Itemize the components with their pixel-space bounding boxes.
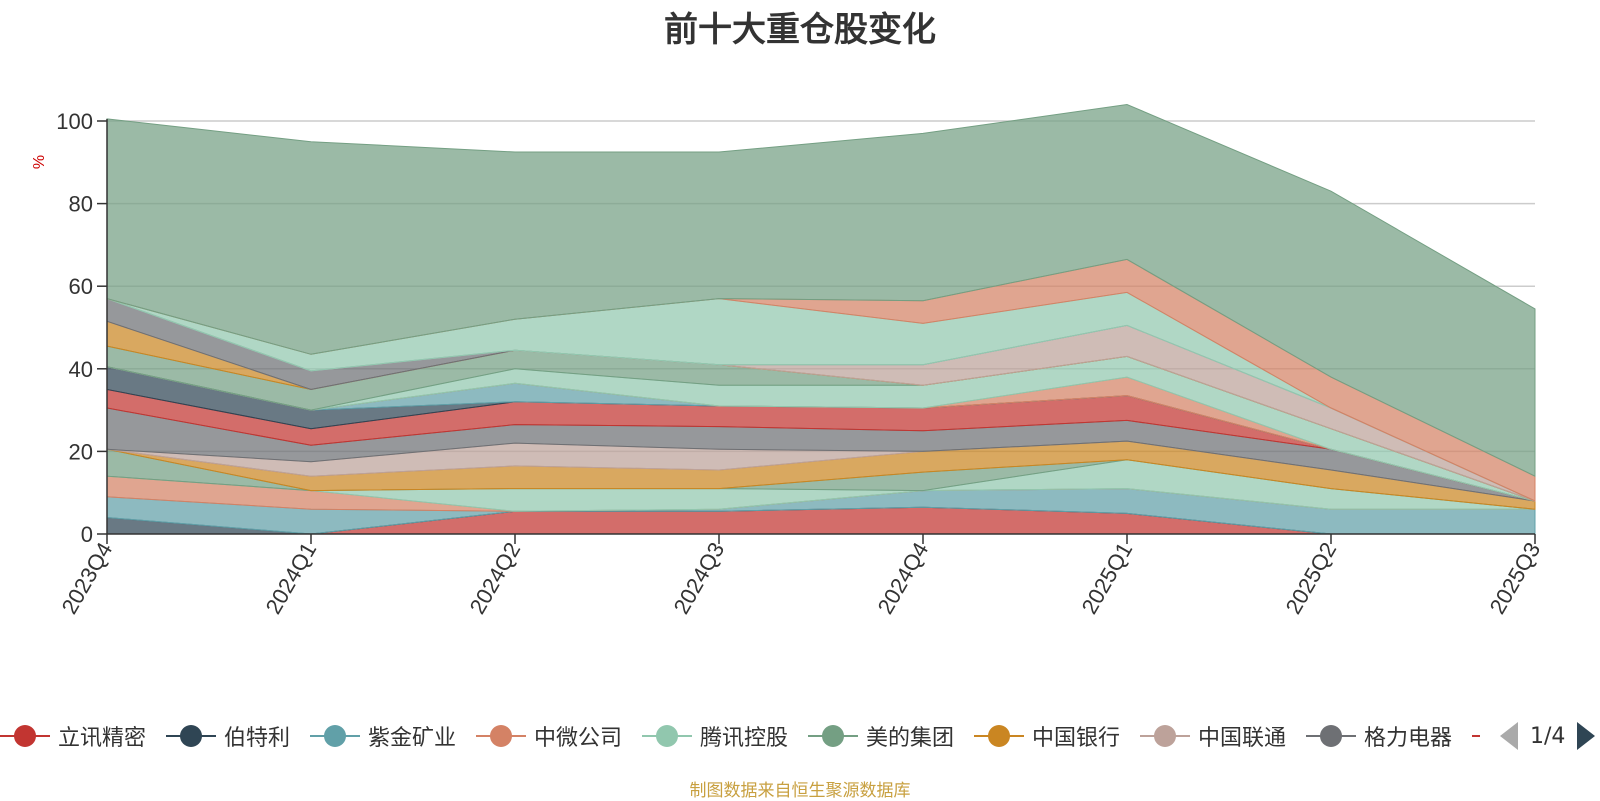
legend-item-9[interactable]: 贵州茅台 [1472,720,1480,752]
legend-label: 中微公司 [534,726,623,751]
legend-marker-icon [974,720,1024,752]
legend-label: 格力电器 [1364,726,1453,751]
legend-marker-icon [476,720,526,752]
legend-item-7[interactable]: 中国联通 [1140,720,1286,752]
legend-marker-icon [310,720,360,752]
legend: 立讯精密伯特利紫金矿业中微公司腾讯控股美的集团中国银行中国联通格力电器贵州茅台五… [0,714,1600,758]
legend-prev-page-icon[interactable] [1500,722,1518,750]
legend-next-page-icon[interactable] [1577,722,1596,750]
legend-item-2[interactable]: 紫金矿业 [310,720,456,752]
legend-item-6[interactable]: 中国银行 [974,720,1120,752]
legend-marker-icon [166,720,216,752]
x-tick-label-0: 2023Q4 [57,538,118,618]
series-area-21[interactable] [106,103,1536,477]
x-tick-label-4: 2024Q4 [873,538,934,618]
legend-label: 紫金矿业 [368,726,457,751]
legend-page-indicator: 1/4 [1530,723,1566,749]
x-tick-label-7: 2025Q3 [1485,538,1546,618]
legend-label: 腾讯控股 [700,726,789,751]
y-axis-label: % [31,155,48,169]
x-tick-label-3: 2024Q3 [669,538,730,618]
y-tick-label-5: 100 [56,109,93,134]
legend-label: 美的集团 [866,726,955,751]
legend-label: 中国银行 [1032,726,1121,751]
legend-marker-icon [1306,720,1356,752]
legend-item-5[interactable]: 美的集团 [808,720,954,752]
x-tick-label-5: 2025Q1 [1077,538,1138,618]
x-tick-label-2: 2024Q2 [465,538,526,618]
legend-item-1[interactable]: 伯特利 [166,720,290,752]
legend-item-4[interactable]: 腾讯控股 [642,720,788,752]
legend-label: 伯特利 [224,726,291,751]
legend-marker-icon [808,720,858,752]
y-tick-label-1: 20 [69,439,93,464]
legend-marker-icon [1140,720,1190,752]
legend-item-8[interactable]: 格力电器 [1306,720,1452,752]
chart-title: 前十大重仓股变化 [664,10,936,50]
y-tick-label-4: 80 [69,192,93,217]
stacked-areas [106,103,1536,535]
legend-marker-icon [1472,720,1480,752]
legend-pager: 1/4 [1500,714,1596,758]
legend-label: 立讯精密 [58,726,147,751]
source-note: 制图数据来自恒生聚源数据库 [689,781,911,801]
legend-marker-icon [642,720,692,752]
y-tick-label-3: 60 [69,274,93,299]
legend-item-0[interactable]: 立讯精密 [0,720,146,752]
legend-label: 中国联通 [1198,726,1287,751]
chart-plot: 0 20 40 60 80 100 2023Q4 2024Q1 2024Q2 2024Q3 2024… [31,103,1546,618]
y-tick-label-0: 0 [81,522,93,547]
x-tick-label-6: 2025Q2 [1281,538,1342,618]
x-tick-label-1: 2024Q1 [261,538,322,618]
legend-items: 立讯精密伯特利紫金矿业中微公司腾讯控股美的集团中国银行中国联通格力电器贵州茅台五… [0,714,1480,758]
legend-marker-icon [0,720,50,752]
y-tick-label-2: 40 [69,357,93,382]
legend-item-3[interactable]: 中微公司 [476,720,622,752]
